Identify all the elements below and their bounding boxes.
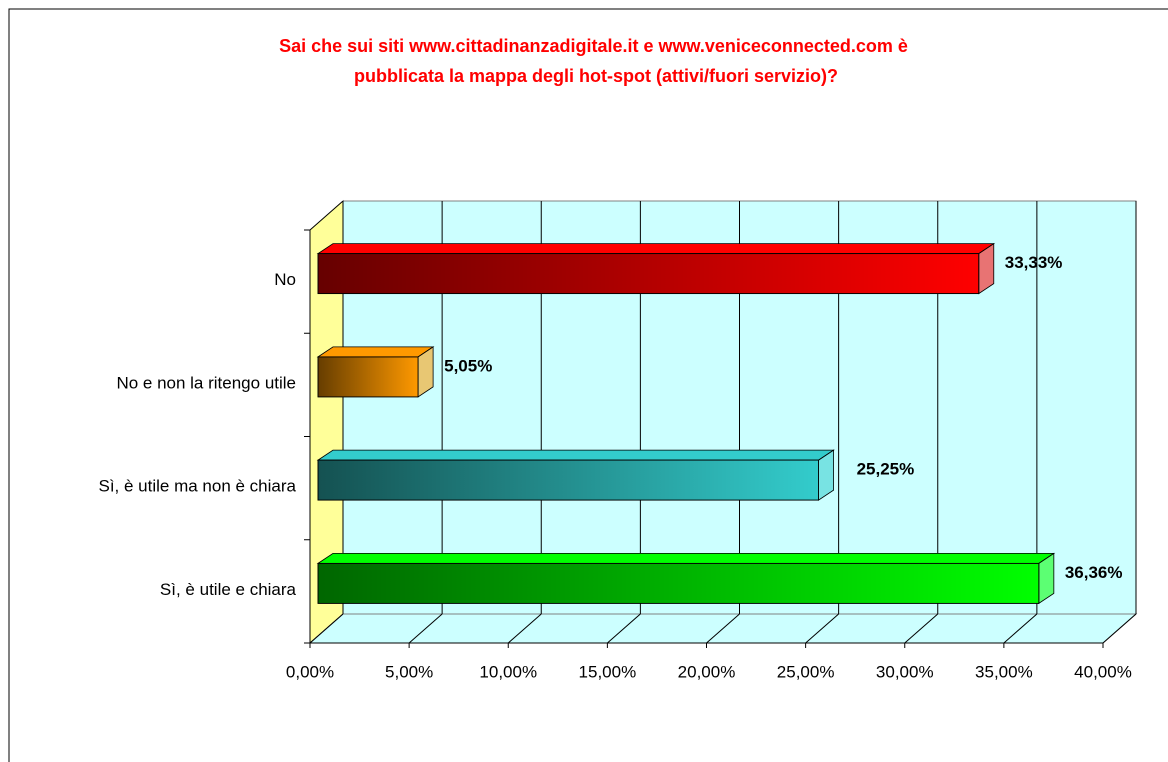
bar-shade (317, 562, 1040, 604)
bar-shade (317, 356, 419, 398)
floor-grid-line (904, 613, 939, 644)
chart-title: Sai che sui siti www.cittadinanzadigital… (279, 36, 913, 86)
y-tick-label: No e non la ritengo utile (116, 373, 296, 392)
floor-grid-line (805, 613, 839, 644)
bar-top (316, 243, 996, 255)
x-tick-label: 20,00% (678, 662, 736, 681)
x-tick-label: 5,00% (385, 662, 433, 681)
y-tick-label: No (274, 270, 296, 289)
floor-grid-line (408, 613, 443, 644)
title-line: Sai che sui siti www.cittadinanzadigital… (279, 36, 908, 56)
x-tick-label: 40,00% (1074, 662, 1132, 681)
bar-shade (317, 253, 980, 295)
x-tick-label: 15,00% (579, 662, 637, 681)
x-tick-label: 30,00% (876, 662, 934, 681)
bar-top (316, 449, 835, 461)
bar-top (316, 552, 1056, 564)
floor-grid-line (706, 613, 740, 644)
value-label: 25,25% (857, 460, 915, 479)
y-tick-label: Sì, è utile e chiara (160, 580, 297, 599)
bar-top (316, 346, 435, 358)
title-line: pubblicata la mappa degli hot-spot (atti… (354, 66, 838, 86)
x-tick-label: 35,00% (975, 662, 1033, 681)
floor-grid-line (1003, 613, 1038, 644)
value-label: 36,36% (1065, 563, 1123, 582)
x-tick-label: 0,00% (286, 662, 334, 681)
floor-grid-line (507, 613, 542, 644)
floor-grid-line (309, 613, 344, 644)
value-label: 33,33% (1005, 253, 1063, 272)
floor-grid-line (607, 613, 641, 644)
x-tick-label: 10,00% (479, 662, 537, 681)
x-tick-label: 25,00% (777, 662, 835, 681)
bar-shade (317, 459, 819, 501)
value-label: 5,05% (444, 356, 492, 375)
floor-grid-line (1102, 613, 1137, 644)
y-tick-label: Sì, è utile ma non è chiara (98, 477, 296, 496)
